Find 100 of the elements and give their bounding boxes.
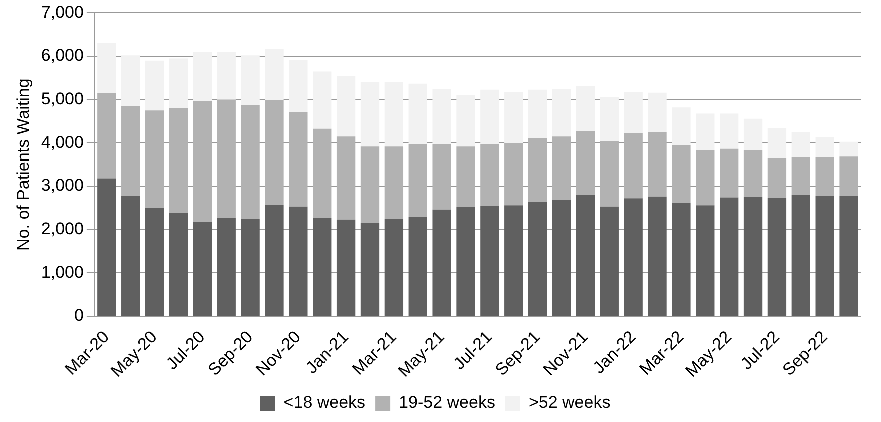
bar — [98, 178, 116, 316]
bar — [432, 210, 452, 316]
bar — [672, 145, 691, 203]
bar — [624, 92, 643, 134]
bar — [456, 207, 476, 316]
bar — [98, 93, 116, 179]
bar — [768, 198, 787, 316]
bar — [792, 132, 810, 158]
bar — [408, 144, 428, 218]
bar — [217, 100, 236, 218]
bar — [289, 112, 308, 207]
bar — [504, 92, 524, 144]
bar — [696, 150, 715, 206]
bar — [336, 136, 356, 220]
bar — [768, 128, 787, 158]
bar — [600, 97, 619, 142]
y-tick-label: 6,000 — [41, 46, 84, 66]
bar — [384, 219, 404, 316]
y-tick-label: 1,000 — [41, 262, 84, 282]
bar — [122, 106, 140, 196]
y-tick-label: 2,000 — [41, 220, 84, 239]
bar — [528, 138, 548, 202]
y-tick-label: 4,000 — [41, 132, 84, 152]
bar — [217, 52, 236, 100]
bar — [816, 157, 834, 196]
bar — [624, 198, 643, 316]
bar — [576, 195, 596, 316]
bar — [840, 196, 858, 316]
bar — [648, 92, 667, 132]
bar — [360, 223, 380, 316]
bar — [696, 206, 715, 316]
bar — [169, 58, 188, 109]
bar — [552, 136, 572, 200]
bar — [528, 202, 548, 316]
bar — [504, 143, 524, 206]
bar — [720, 148, 739, 198]
bar — [744, 197, 763, 316]
bar — [122, 196, 140, 316]
bar — [792, 195, 810, 316]
bar — [384, 82, 404, 147]
legend-label: 19-52 weeks — [399, 393, 496, 412]
bar — [241, 56, 260, 106]
legend-label: >52 weeks — [528, 393, 611, 412]
bar — [336, 220, 356, 316]
bar — [241, 105, 260, 220]
bar — [576, 131, 596, 196]
y-tick-label: 3,000 — [41, 176, 84, 196]
bar — [289, 60, 308, 112]
bar — [816, 138, 834, 158]
bar — [720, 198, 739, 316]
bar — [648, 132, 667, 197]
bar — [744, 150, 763, 198]
bar — [456, 146, 476, 208]
bar — [552, 89, 572, 137]
y-tick-label: 0 — [74, 306, 84, 326]
bar — [122, 56, 140, 106]
bar — [744, 118, 763, 151]
bar — [336, 76, 356, 137]
bar — [480, 144, 500, 206]
bar — [193, 52, 212, 102]
bar — [145, 110, 164, 208]
bar — [217, 218, 236, 316]
bar — [360, 146, 380, 224]
bar — [289, 206, 308, 316]
bar — [600, 141, 619, 207]
bar — [265, 49, 284, 100]
bar — [600, 206, 619, 316]
bar — [145, 60, 164, 111]
bar — [720, 114, 739, 149]
y-tick-label: 7,000 — [41, 2, 84, 22]
bar — [552, 200, 572, 316]
bar — [313, 218, 332, 316]
y-tick-label: 5,000 — [41, 90, 84, 109]
bar — [169, 108, 188, 214]
bar — [768, 158, 787, 198]
bar — [480, 206, 500, 316]
y-axis-title: No. of Patients Waiting — [14, 78, 33, 251]
bar — [792, 157, 810, 196]
bar — [504, 206, 524, 316]
bar — [480, 90, 500, 144]
bar — [193, 222, 212, 316]
bar — [145, 208, 164, 316]
bar — [408, 217, 428, 316]
bar — [193, 101, 212, 222]
bar — [241, 219, 260, 316]
bar — [840, 156, 858, 196]
bar — [456, 96, 476, 147]
bar — [313, 72, 332, 129]
bar — [624, 133, 643, 199]
bar — [576, 86, 596, 132]
bar — [265, 205, 284, 316]
bar — [696, 114, 715, 151]
bar — [432, 89, 452, 144]
legend-label: <18 weeks — [284, 393, 366, 412]
bar — [672, 108, 691, 146]
bar — [528, 90, 548, 138]
bar — [408, 84, 428, 144]
bar — [672, 202, 691, 316]
bar — [313, 128, 332, 218]
bar — [169, 213, 188, 316]
